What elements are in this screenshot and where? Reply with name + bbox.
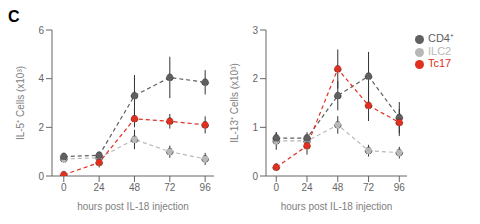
svg-text:96: 96 bbox=[200, 182, 212, 193]
svg-text:IL-13⁺ Cells (x10³): IL-13⁺ Cells (x10³) bbox=[229, 63, 240, 143]
html-text:ILC2: ILC2 bbox=[428, 45, 452, 57]
svg-text:72: 72 bbox=[363, 182, 375, 193]
svg-text:hours post IL-18 injection: hours post IL-18 injection bbox=[77, 201, 189, 212]
svg-text:2: 2 bbox=[252, 73, 258, 84]
svg-text:24: 24 bbox=[94, 182, 106, 193]
svg-text:0: 0 bbox=[61, 182, 67, 193]
html-text:Tc17: Tc17 bbox=[428, 57, 452, 69]
svg-text:IL-5⁺ Cells (x10³): IL-5⁺ Cells (x10³) bbox=[15, 66, 26, 140]
svg-text:hours post IL-18 injection: hours post IL-18 injection bbox=[281, 201, 393, 212]
svg-text:2: 2 bbox=[38, 122, 44, 133]
svg-text:24: 24 bbox=[301, 182, 313, 193]
svg-text:96: 96 bbox=[394, 182, 406, 193]
svg-text:4: 4 bbox=[38, 73, 44, 84]
svg-text:72: 72 bbox=[164, 182, 176, 193]
svg-text:0: 0 bbox=[273, 182, 279, 193]
svg-text:0: 0 bbox=[38, 171, 44, 182]
svg-text:1: 1 bbox=[252, 122, 258, 133]
svg-text:6: 6 bbox=[38, 25, 44, 36]
svg-text:3: 3 bbox=[252, 25, 258, 36]
html-text:C: C bbox=[8, 8, 20, 25]
svg-text:0: 0 bbox=[252, 171, 258, 182]
svg-text:48: 48 bbox=[332, 182, 344, 193]
svg-text:48: 48 bbox=[129, 182, 141, 193]
html-text:CD4⁺: CD4⁺ bbox=[428, 32, 454, 44]
